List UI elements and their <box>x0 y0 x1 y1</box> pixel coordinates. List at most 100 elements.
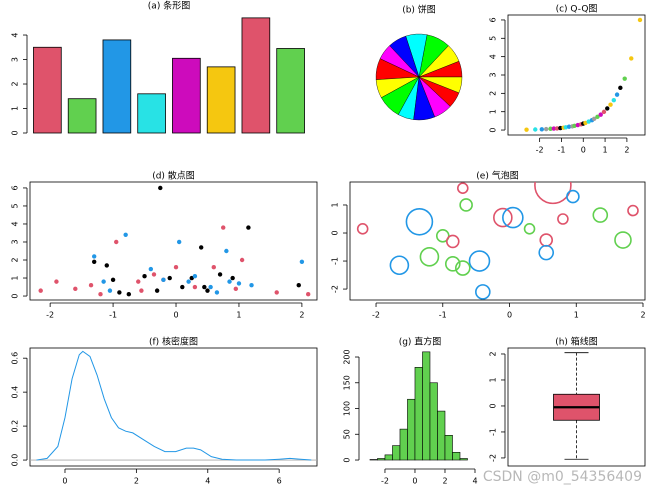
bubble <box>534 182 572 205</box>
point <box>563 125 569 130</box>
bubble <box>538 244 555 261</box>
point <box>233 286 239 292</box>
point <box>524 127 529 132</box>
point <box>104 263 109 268</box>
x-tick-label: 0 <box>581 146 586 155</box>
point <box>98 292 103 297</box>
y-tick-label: 1 <box>331 202 340 207</box>
y-tick-label: 0 <box>11 130 20 135</box>
panel-title: (e) 气泡图 <box>476 170 518 182</box>
bubble <box>356 223 369 235</box>
point <box>611 97 617 103</box>
hist-bar <box>369 459 378 461</box>
bubble <box>627 204 639 217</box>
x-tick-label: -2 <box>536 146 544 155</box>
y-tick-label: 0 <box>489 127 498 132</box>
point <box>533 127 538 132</box>
point <box>629 56 634 61</box>
x-tick-label: -2 <box>381 477 389 486</box>
bar <box>276 48 305 134</box>
x-tick-label: 6 <box>277 477 282 486</box>
y-tick-label: -1 <box>489 428 498 436</box>
watermark: CSDN @m0_54356409 <box>483 469 642 485</box>
x-tick-label: 0 <box>173 311 178 320</box>
panel-title: (h) 箱线图 <box>555 336 598 348</box>
pie-slice <box>418 76 463 94</box>
x-tick-label: 2 <box>442 477 447 486</box>
hist-bar <box>437 410 446 461</box>
x-tick-label: 2 <box>624 146 629 155</box>
bubble <box>459 198 473 212</box>
bubble <box>454 260 471 276</box>
density-line <box>36 350 312 461</box>
panel-title: (a) 条形图 <box>148 0 190 12</box>
y-tick-label: 2 <box>11 81 20 86</box>
y-tick-label: 6 <box>489 17 498 22</box>
bar <box>33 46 62 134</box>
point <box>551 126 557 131</box>
point <box>176 239 182 245</box>
point <box>202 284 207 290</box>
point <box>107 288 113 293</box>
bubble <box>405 208 434 236</box>
point <box>54 279 59 284</box>
y-tick-label: 0.6 <box>11 352 20 365</box>
point <box>224 248 229 254</box>
point <box>575 122 581 128</box>
y-tick-label: 3 <box>489 72 498 77</box>
point <box>558 125 563 131</box>
x-tick-label: 0 <box>412 477 417 486</box>
bubble <box>493 207 513 228</box>
point <box>227 279 232 284</box>
point <box>601 109 607 115</box>
point <box>230 275 235 281</box>
x-tick-label: 1 <box>603 146 608 155</box>
hist-bar <box>422 351 431 461</box>
point <box>173 265 179 270</box>
point <box>211 265 216 270</box>
point <box>214 290 220 295</box>
point <box>598 112 603 117</box>
panel-title: (g) 直方图 <box>399 336 442 348</box>
bar <box>241 17 271 134</box>
point <box>217 272 223 277</box>
y-tick-label: 1 <box>11 275 20 280</box>
point <box>539 127 545 132</box>
bar <box>67 98 97 134</box>
point <box>608 102 613 107</box>
x-tick-label: 0 <box>507 311 512 320</box>
point <box>305 292 311 297</box>
plot-frame <box>507 14 646 136</box>
point <box>123 232 128 237</box>
hist-bar <box>377 458 386 461</box>
hist-bar <box>384 454 393 461</box>
point <box>192 274 198 279</box>
point <box>126 292 132 297</box>
point <box>139 288 144 293</box>
point <box>239 257 245 263</box>
point <box>91 254 97 259</box>
point <box>158 185 163 191</box>
y-tick-label: 3 <box>11 57 20 62</box>
point <box>566 124 572 129</box>
point <box>548 126 553 131</box>
bar <box>206 66 236 134</box>
y-tick-label: 0 <box>11 293 20 298</box>
y-tick-label: 0 <box>331 230 340 235</box>
point <box>198 245 204 250</box>
y-tick-label: 200 <box>343 349 352 364</box>
bubble <box>389 255 410 276</box>
point <box>246 225 251 230</box>
point <box>161 277 166 283</box>
point <box>554 126 560 131</box>
x-tick-label: -2 <box>372 311 380 320</box>
plot-frame <box>507 347 646 467</box>
point <box>151 272 157 277</box>
x-tick-label: -2 <box>46 311 54 320</box>
panel-title: (f) 核密度图 <box>149 336 198 348</box>
y-tick-label: -2 <box>489 454 498 462</box>
hist-bar <box>399 428 408 461</box>
point <box>88 283 94 288</box>
y-tick-label: 0.2 <box>11 420 20 433</box>
